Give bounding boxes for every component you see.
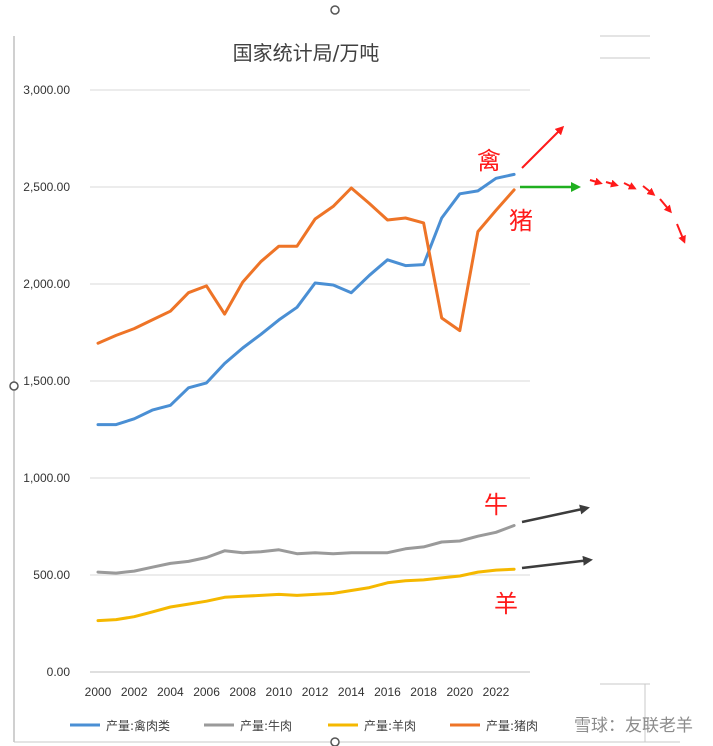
y-tick-label: 1,000.00 [23, 471, 70, 485]
grid [90, 89, 530, 673]
x-tick-label: 2004 [157, 685, 184, 699]
legend: 产量:禽肉类 产量:牛肉 产量:羊肉 产量:猪肉 [70, 718, 538, 733]
legend-label-3: 产量:猪肉 [486, 719, 538, 733]
annotation-mutton: 羊 [494, 590, 518, 618]
chart-frame [9, 5, 680, 746]
chart-title: 国家统计局/万吨 [233, 41, 380, 65]
annotation-poultry: 禽 [477, 147, 501, 175]
annotation-pork: 猪 [509, 207, 533, 235]
x-tick-label: 2000 [85, 685, 112, 699]
poultry-up-arrow [521, 125, 565, 169]
x-tick-label: 2012 [302, 685, 329, 699]
decline-arrow-6 [676, 223, 686, 244]
x-tick-label: 2016 [374, 685, 401, 699]
series-line-3 [96, 186, 516, 345]
y-tick-label: 500.00 [33, 568, 70, 582]
x-axis-ticks: 2000 2002 2004 2006 2008 2010 2012 2014 2016 2018… [85, 685, 510, 699]
frame-handle-bottom[interactable] [330, 737, 340, 746]
annotation-beef: 牛 [484, 491, 508, 519]
x-tick-label: 2002 [121, 685, 148, 699]
y-tick-label: 0.00 [47, 665, 71, 679]
decline-arrow-2 [605, 179, 619, 188]
x-tick-label: 2014 [338, 685, 365, 699]
x-tick-label: 2010 [266, 685, 293, 699]
legend-label-2: 产量:羊肉 [364, 718, 416, 733]
decline-arrow-5 [659, 198, 672, 214]
x-tick-label: 2020 [446, 685, 473, 699]
series-line-1 [96, 524, 516, 575]
y-tick-label: 2,500.00 [23, 180, 70, 194]
x-tick-label: 2022 [483, 685, 510, 699]
watermark: 雪球：友联老羊 [574, 716, 693, 736]
x-tick-label: 2018 [410, 685, 437, 699]
decline-arrow-3 [623, 182, 637, 190]
decline-arrow-4 [642, 185, 656, 196]
frame-handle-left[interactable] [9, 381, 19, 391]
x-tick-label: 2006 [193, 685, 220, 699]
x-tick-label: 2008 [229, 685, 256, 699]
y-tick-label: 2,000.00 [23, 277, 70, 291]
decline-arrow-1 [589, 177, 603, 186]
y-tick-label: 3,000.00 [23, 83, 70, 97]
y-axis-ticks: 0.00 500.00 1,000.00 1,500.00 2,000.00 2,500.… [23, 83, 70, 679]
legend-label-1: 产量:牛肉 [240, 718, 292, 733]
y-tick-label: 1,500.00 [23, 374, 70, 388]
frame-handle-top[interactable] [330, 5, 340, 15]
legend-label-0: 产量:禽肉类 [106, 718, 170, 733]
mutton-arrow [521, 555, 593, 570]
beef-arrow [521, 504, 590, 524]
annotation-arrows [520, 125, 686, 570]
series-line-2 [96, 567, 516, 623]
series-line-0 [96, 172, 516, 427]
series-lines [96, 172, 516, 623]
